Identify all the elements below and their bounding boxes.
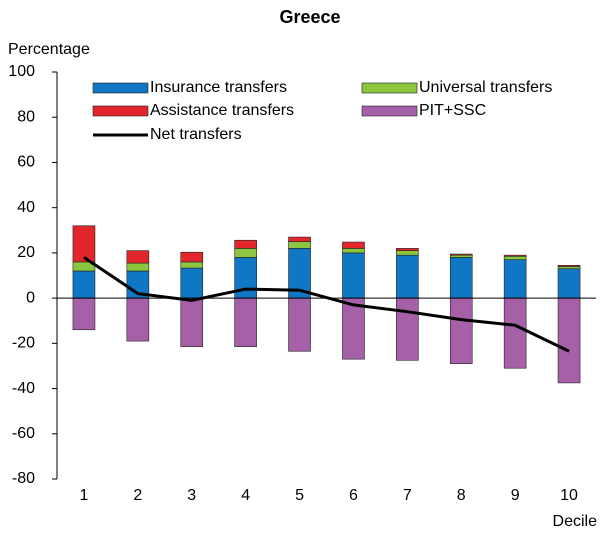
bar xyxy=(503,259,527,299)
legend-swatch xyxy=(92,82,149,94)
bar xyxy=(126,297,150,342)
bar xyxy=(557,265,581,267)
x-tick-label: 8 xyxy=(457,487,466,504)
bar xyxy=(342,248,365,254)
y-tick-label: 20 xyxy=(17,244,35,261)
bar xyxy=(503,255,527,260)
bar xyxy=(180,261,204,269)
x-tick-label: 10 xyxy=(560,487,578,504)
bar xyxy=(234,248,257,258)
bar xyxy=(288,241,311,249)
bar xyxy=(72,270,96,299)
legend-swatch xyxy=(92,105,149,117)
x-tick-label: 9 xyxy=(511,487,520,504)
bar xyxy=(72,225,96,263)
legend-label: Insurance transfers xyxy=(150,79,287,96)
bar xyxy=(449,253,473,256)
bar xyxy=(180,297,204,348)
bar xyxy=(288,236,311,242)
y-tick-label: 40 xyxy=(17,199,35,216)
y-tick-label: -40 xyxy=(12,380,35,397)
y-axis-label: Percentage xyxy=(8,41,90,58)
y-tick-label: 0 xyxy=(26,289,35,306)
y-tick-label: -80 xyxy=(12,470,35,487)
x-tick-label: 1 xyxy=(79,487,88,504)
bar xyxy=(288,297,311,352)
bar xyxy=(503,254,527,257)
bar xyxy=(557,268,581,299)
x-tick-label: 5 xyxy=(295,487,304,504)
x-axis-label: Decile xyxy=(553,513,598,530)
bar xyxy=(234,239,257,249)
x-tick-label: 4 xyxy=(241,487,250,504)
bar xyxy=(449,297,473,364)
x-tick-label: 2 xyxy=(133,487,142,504)
bar xyxy=(180,251,204,263)
bar xyxy=(234,297,257,348)
bar xyxy=(342,252,365,299)
legend-label: Assistance transfers xyxy=(150,102,294,119)
legend-swatch xyxy=(361,82,418,94)
bar xyxy=(342,241,365,249)
legend-label: Net transfers xyxy=(150,126,242,143)
bar xyxy=(449,257,473,299)
legend-label: Universal transfers xyxy=(419,79,552,96)
line xyxy=(83,256,570,353)
bar xyxy=(72,297,96,331)
bar xyxy=(449,254,473,258)
x-tick-label: 6 xyxy=(349,487,358,504)
bar xyxy=(557,266,581,270)
bar xyxy=(396,297,419,361)
bar xyxy=(396,250,419,256)
y-tick-label: 80 xyxy=(17,108,35,125)
y-tick-label: 60 xyxy=(17,154,35,171)
y-tick-label: -20 xyxy=(12,335,35,352)
y-tick-label: -60 xyxy=(12,425,35,442)
x-tick-label: 7 xyxy=(403,487,412,504)
bar xyxy=(557,297,581,384)
bar xyxy=(503,297,527,369)
chart-title: Greece xyxy=(279,7,340,27)
x-tick-label: 3 xyxy=(187,487,196,504)
legend-swatch xyxy=(361,105,418,117)
bar xyxy=(126,250,150,264)
legend-label: PIT+SSC xyxy=(419,102,486,119)
bar xyxy=(180,267,204,299)
bar xyxy=(396,248,419,251)
y-tick-label: 100 xyxy=(8,63,35,80)
bar xyxy=(396,254,419,299)
bar xyxy=(126,262,150,272)
